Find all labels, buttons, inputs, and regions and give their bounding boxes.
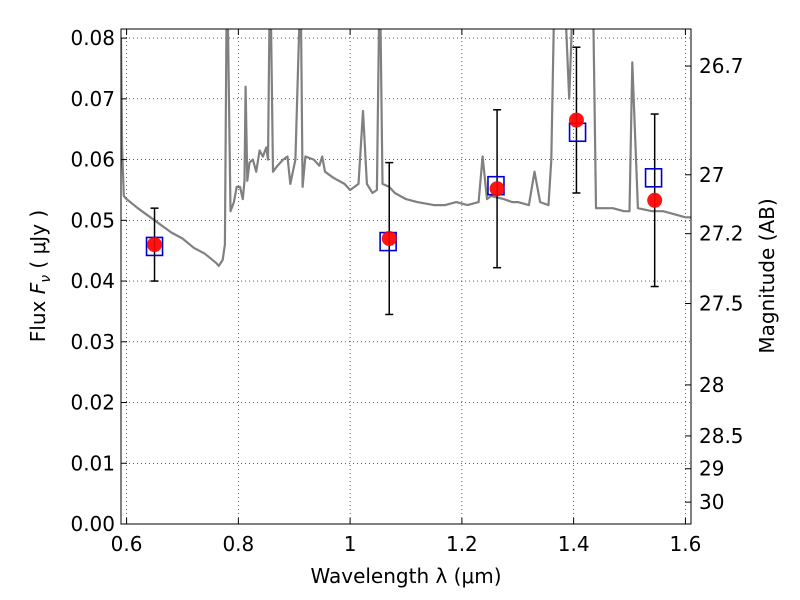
y2-tick-label: 28 [699, 373, 724, 397]
x-axis-title: Wavelength λ (μm) [310, 564, 501, 588]
y-axis-title-unit: ( μJy ) [26, 210, 50, 275]
y-tick-label: 0.03 [70, 330, 115, 354]
y2-axis-title: Magnitude (AB) [755, 198, 779, 353]
measured-photometry-markers [147, 112, 663, 253]
measured-photometry-point [647, 192, 663, 208]
x-tick-label: 1.2 [446, 532, 478, 556]
measured-photometry-point [568, 112, 584, 128]
x-tick-label: 1 [344, 532, 357, 556]
y-tick-label: 0.00 [70, 512, 115, 536]
y-tick-label: 0.08 [70, 26, 115, 50]
y-tick-label: 0.05 [70, 208, 115, 232]
plot-frame [120, 28, 692, 525]
y2-tick-label: 27.5 [699, 292, 744, 316]
measured-photometry-point [147, 237, 163, 253]
y-axis-title-prefix: Flux [26, 294, 50, 342]
y-tick-label: 0.02 [70, 391, 115, 415]
measured-photometry-point [489, 181, 505, 197]
y2-tick-label: 27.2 [699, 222, 744, 246]
y-axis-title: Flux Fν ( μJy ) [26, 210, 54, 342]
model-spectrum [121, 29, 691, 267]
y-axis-title-symbol: F [26, 282, 50, 294]
x-axis-ticks: 0.6 0.8 1 1.2 1.4 1.6 [111, 29, 702, 556]
y-tick-label: 0.07 [70, 87, 115, 111]
y-tick-label: 0.01 [70, 451, 115, 475]
y2-tick-label: 29 [699, 457, 724, 481]
y2-tick-label: 28.5 [699, 424, 744, 448]
y2-tick-label: 27 [699, 163, 724, 187]
y2-tick-label: 30 [699, 490, 724, 514]
y-tick-label: 0.04 [70, 269, 115, 293]
measured-photometry-point [381, 231, 397, 247]
x-tick-label: 0.6 [111, 532, 143, 556]
x-tick-label: 1.6 [670, 532, 702, 556]
y-axis-ticks: 0.00 0.01 0.02 0.03 0.04 0.05 0.06 0.07 0.08 [70, 26, 127, 536]
y2-axis-ticks: 26.7 27 27.2 27.5 28 28.5 29 30 [685, 54, 744, 514]
model-spectrum-line [121, 29, 691, 267]
y-axis-title-subscript: ν [38, 275, 54, 283]
grid-lines [121, 29, 691, 525]
model-photometry-point [644, 168, 663, 188]
x-tick-label: 1.4 [558, 532, 590, 556]
x-tick-label: 0.8 [222, 532, 254, 556]
model-photometry-markers [145, 122, 663, 257]
y-tick-label: 0.06 [70, 148, 115, 172]
y2-tick-label: 26.7 [699, 54, 744, 78]
